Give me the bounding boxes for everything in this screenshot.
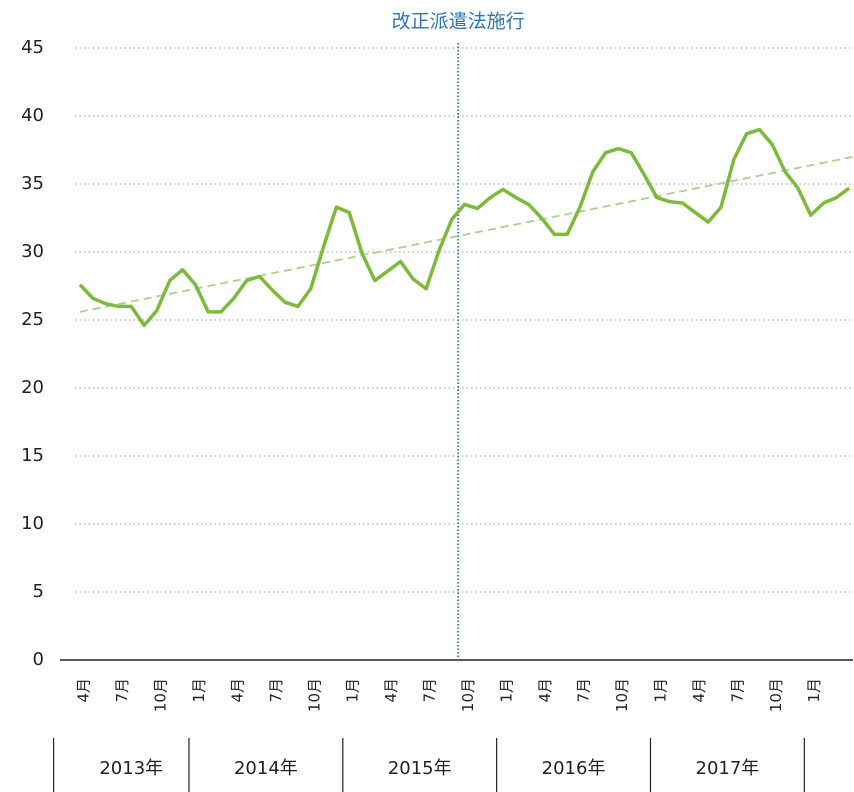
data-line xyxy=(78,127,851,328)
year-label: 2014年 xyxy=(234,758,298,779)
y-tick-label: 10 xyxy=(21,513,44,534)
year-label: 2015年 xyxy=(388,758,452,779)
x-tick-label: 10月 xyxy=(767,678,785,712)
y-tick-label: 0 xyxy=(33,649,44,670)
y-tick-label: 45 xyxy=(21,37,44,58)
y-tick-label: 15 xyxy=(21,445,44,466)
x-tick-label: 7月 xyxy=(574,678,592,703)
x-tick-label: 10月 xyxy=(151,678,169,712)
x-tick-label: 10月 xyxy=(613,678,631,712)
x-tick-label: 7月 xyxy=(728,678,746,703)
x-tick-label: 7月 xyxy=(267,678,285,703)
year-label: 2013年 xyxy=(99,758,163,779)
y-tick-label: 40 xyxy=(21,105,44,126)
x-tick-label: 4月 xyxy=(536,678,554,703)
x-tick-label: 1月 xyxy=(805,678,823,703)
y-tick-label: 20 xyxy=(21,377,44,398)
y-tick-label: 35 xyxy=(21,173,44,194)
y-tick-label: 30 xyxy=(21,241,44,262)
y-tick-label: 25 xyxy=(21,309,44,330)
x-tick-label: 10月 xyxy=(459,678,477,712)
x-tick-label: 4月 xyxy=(382,678,400,703)
x-tick-label: 4月 xyxy=(690,678,708,703)
x-tick-label: 4月 xyxy=(75,678,93,703)
annotation-text: 改正派遣法施行 xyxy=(392,11,525,33)
y-tick-label: 5 xyxy=(33,581,44,602)
x-tick-label: 1月 xyxy=(344,678,362,703)
x-tick-label: 1月 xyxy=(190,678,208,703)
x-tick-label: 10月 xyxy=(305,678,323,712)
year-label: 2016年 xyxy=(542,758,606,779)
x-tick-label: 7月 xyxy=(421,678,439,703)
x-tick-label: 4月 xyxy=(228,678,246,703)
x-tick-label: 7月 xyxy=(113,678,131,703)
year-label: 2017年 xyxy=(696,758,760,779)
trend-line xyxy=(79,155,854,313)
x-tick-label: 1月 xyxy=(651,678,669,703)
x-tick-label: 1月 xyxy=(498,678,516,703)
